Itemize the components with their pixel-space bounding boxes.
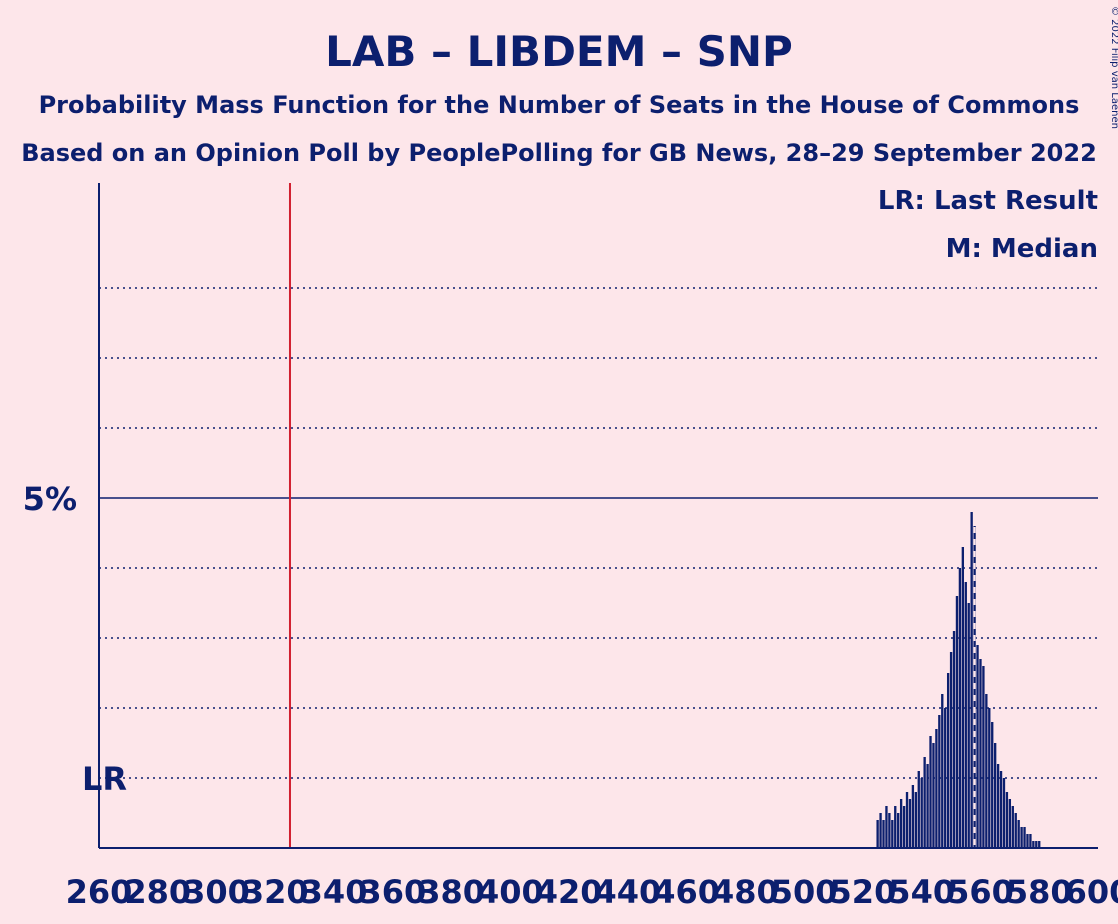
bar-568 — [1002, 778, 1006, 848]
bar-539 — [917, 771, 920, 848]
bar-563 — [988, 708, 991, 848]
bar-528 — [885, 806, 888, 848]
bar-537 — [911, 785, 915, 848]
bar-534 — [902, 806, 906, 848]
bar-548 — [944, 708, 947, 848]
bar-530 — [891, 820, 894, 848]
bar-544 — [932, 743, 935, 848]
bar-526 — [879, 813, 882, 848]
bar-569 — [1005, 792, 1009, 848]
bar-564 — [991, 722, 994, 848]
x-tick-label-480: 480 — [712, 873, 779, 911]
x-tick-label-340: 340 — [301, 873, 368, 911]
bar-574 — [1020, 827, 1023, 848]
x-tick-label-600: 600 — [1065, 873, 1118, 911]
x-tick-label-540: 540 — [888, 873, 955, 911]
bar-559 — [976, 645, 979, 848]
bar-572 — [1014, 813, 1017, 848]
bar-536 — [908, 799, 912, 848]
x-tick-label-360: 360 — [359, 873, 426, 911]
x-tick-label-460: 460 — [653, 873, 720, 911]
bar-554 — [961, 547, 965, 848]
bar-573 — [1017, 820, 1020, 848]
x-tick-label-520: 520 — [830, 873, 897, 911]
bar-579 — [1035, 841, 1038, 848]
bar-578 — [1032, 841, 1035, 848]
bar-576 — [1026, 834, 1029, 848]
bar-535 — [905, 792, 909, 848]
bar-550 — [949, 652, 953, 848]
bar-532 — [897, 813, 900, 848]
axes — [98, 183, 1098, 849]
last-result-label: LR — [82, 760, 127, 798]
bar-540 — [920, 778, 923, 848]
x-tick-label-440: 440 — [594, 873, 661, 911]
bar-541 — [923, 757, 926, 848]
x-tick-label-320: 320 — [242, 873, 309, 911]
bar-552 — [955, 596, 959, 848]
bar-555 — [964, 582, 967, 848]
bar-545 — [935, 729, 938, 848]
bar-557 — [970, 512, 973, 848]
bar-533 — [899, 799, 903, 848]
chart-title: LAB – LIBDEM – SNP — [325, 27, 793, 76]
bar-570 — [1008, 799, 1012, 848]
bar-542 — [926, 764, 929, 848]
bar-531 — [894, 806, 897, 848]
x-tick-label-280: 280 — [124, 873, 191, 911]
bar-575 — [1023, 827, 1026, 848]
legend-median: M: Median — [946, 234, 1098, 264]
bars — [876, 512, 1041, 848]
x-tick-label-300: 300 — [183, 873, 250, 911]
bar-549 — [946, 673, 950, 848]
gridlines — [99, 287, 1098, 779]
bar-567 — [999, 771, 1003, 848]
y-tick-label-5pct: 5% — [23, 480, 77, 518]
bar-571 — [1011, 806, 1014, 848]
bar-538 — [914, 792, 917, 848]
bar-525 — [876, 820, 879, 848]
bar-543 — [929, 736, 932, 848]
x-tick-label-420: 420 — [536, 873, 603, 911]
x-tick-label-560: 560 — [947, 873, 1014, 911]
bar-562 — [985, 694, 988, 848]
legend-last-result: LR: Last Result — [878, 186, 1098, 216]
bar-547 — [941, 694, 944, 848]
bar-566 — [996, 764, 1000, 848]
bar-565 — [993, 743, 997, 848]
bar-556 — [967, 603, 970, 848]
x-tick-label-380: 380 — [418, 873, 485, 911]
bar-560 — [979, 659, 982, 848]
bar-577 — [1029, 834, 1032, 848]
x-tick-labels: 2602803003203403603804004204404604805005… — [66, 873, 1118, 911]
bar-527 — [882, 820, 885, 848]
bar-561 — [982, 666, 985, 848]
bar-580 — [1038, 841, 1041, 848]
copyright-text: © 2022 Filip van Laenen — [1109, 6, 1118, 129]
bar-529 — [888, 813, 891, 848]
x-tick-label-500: 500 — [771, 873, 838, 911]
bar-546 — [938, 715, 941, 848]
chart-subtitle-1: Probability Mass Function for the Number… — [39, 91, 1080, 119]
x-tick-label-580: 580 — [1006, 873, 1073, 911]
chart-subtitle-2: Based on an Opinion Poll by PeoplePollin… — [21, 139, 1097, 167]
markers — [288, 183, 976, 848]
bar-553 — [958, 568, 962, 848]
x-tick-label-400: 400 — [477, 873, 544, 911]
bar-551 — [952, 631, 956, 848]
x-tick-label-260: 260 — [66, 873, 133, 911]
